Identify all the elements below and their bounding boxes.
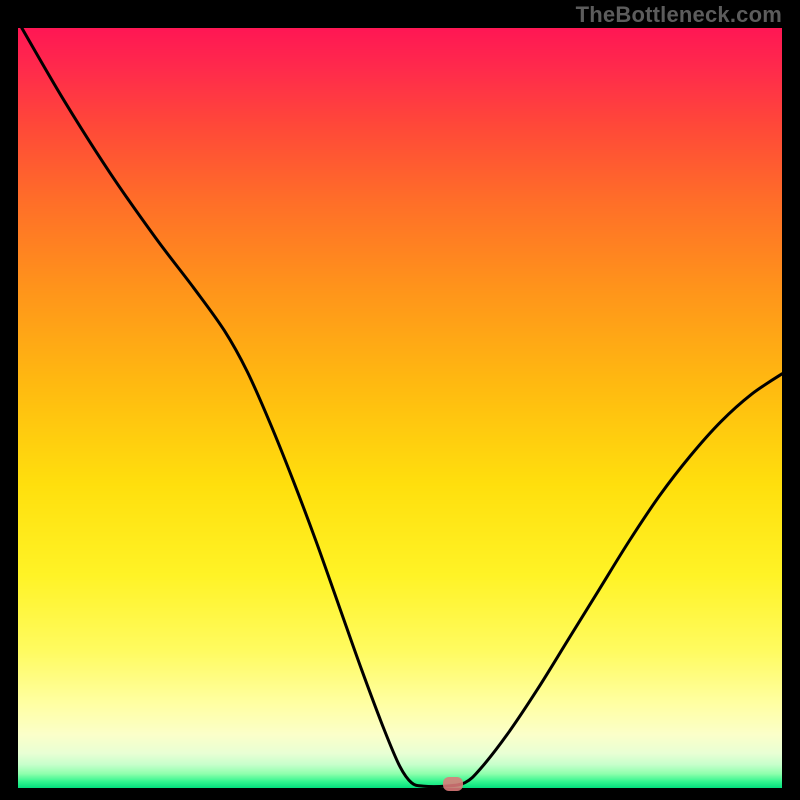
- bottleneck-curve: [18, 28, 782, 788]
- optimal-marker: [443, 777, 463, 791]
- plot-area: [18, 28, 782, 788]
- watermark-label: TheBottleneck.com: [576, 2, 782, 28]
- chart-frame: TheBottleneck.com: [0, 0, 800, 800]
- curve-path: [22, 28, 782, 787]
